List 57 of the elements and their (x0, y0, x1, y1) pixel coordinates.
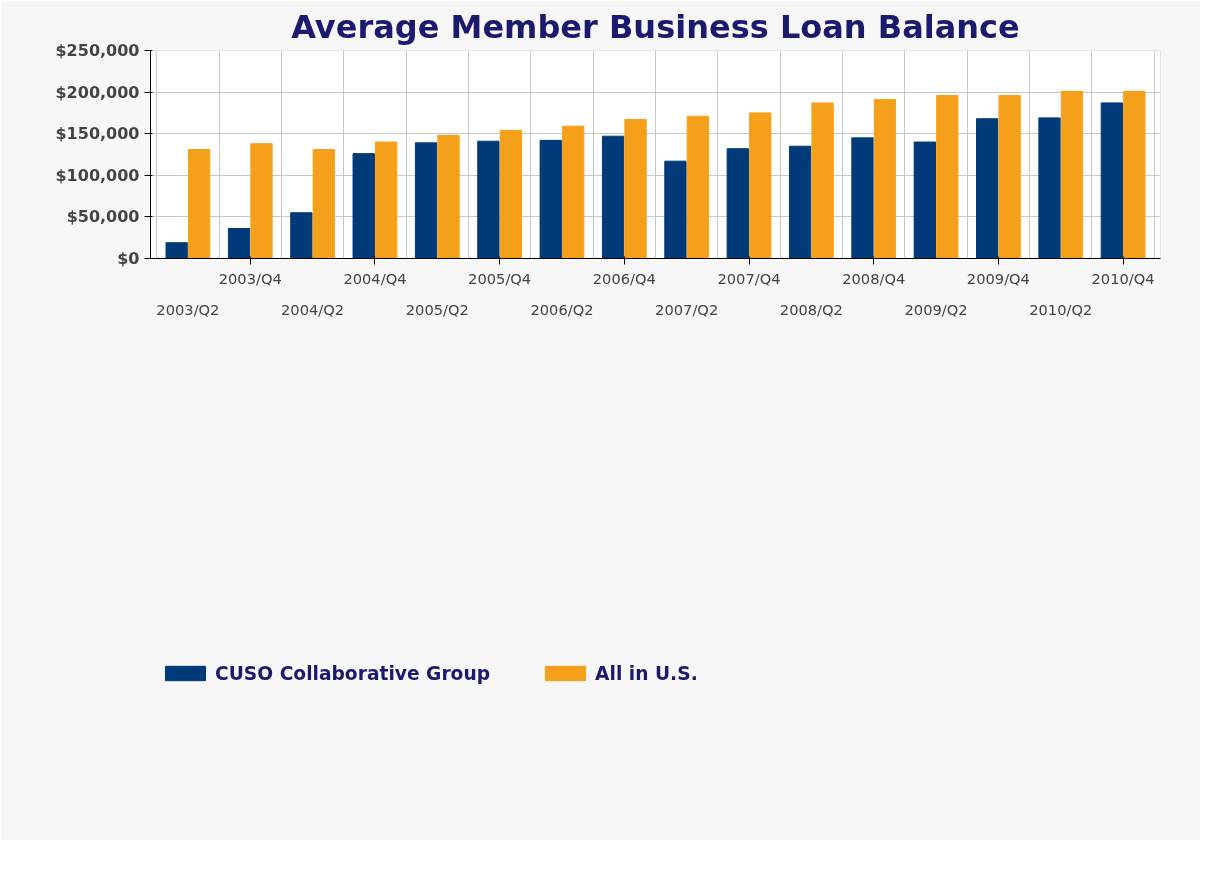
x-tick-label: 2005/Q4 (468, 269, 532, 287)
bar (686, 115, 710, 259)
bar (437, 134, 460, 259)
bar (664, 160, 687, 259)
x-tick-label: 2005/Q2 (405, 300, 469, 318)
bar (913, 141, 936, 259)
y-tick-label: $200,000 (55, 82, 140, 102)
x-tick-label: 2004/Q2 (281, 300, 345, 318)
x-tick-label: 2003/Q4 (218, 269, 282, 287)
bar (749, 112, 772, 259)
bar (539, 139, 562, 259)
y-tick-label: $50,000 (66, 207, 140, 227)
bar (477, 140, 500, 259)
legend-label: All in U.S. (595, 662, 698, 684)
bar (250, 143, 273, 259)
x-tick-label: 2008/Q2 (779, 300, 843, 318)
bar (499, 129, 523, 259)
bar (601, 135, 625, 259)
y-tick-label: $250,000 (55, 41, 140, 60)
bar (788, 145, 812, 259)
bar (1038, 117, 1061, 259)
bar (312, 149, 335, 259)
bar (187, 149, 211, 259)
x-tick-label: 2007/Q4 (717, 269, 781, 287)
bar (1123, 90, 1146, 259)
bar (851, 137, 874, 259)
bar (227, 228, 251, 259)
x-tick-label: 2009/Q4 (966, 269, 1030, 287)
bar (1060, 90, 1084, 259)
x-tick-label: 2010/Q2 (1029, 300, 1093, 318)
x-tick-label: 2004/Q4 (343, 269, 407, 287)
y-tick-label: $150,000 (55, 124, 140, 144)
y-tick-label: $0 (117, 249, 140, 268)
bar (811, 102, 834, 259)
bar (414, 142, 438, 259)
x-tick-label: 2010/Q4 (1091, 269, 1155, 287)
bar (375, 141, 398, 259)
bar (873, 99, 897, 259)
x-tick-label: 2003/Q2 (156, 300, 220, 318)
chart-title: Average Member Business Loan Balance (291, 7, 1020, 46)
bar (165, 242, 188, 259)
y-tick-label: $100,000 (55, 165, 140, 185)
x-tick-label: 2006/Q2 (530, 300, 594, 318)
x-tick-label: 2007/Q2 (655, 300, 719, 318)
x-tick-label: 2009/Q2 (904, 300, 968, 318)
bar (936, 94, 959, 259)
x-tick-label: 2008/Q4 (842, 269, 906, 287)
legend-label: CUSO Collaborative Group (215, 662, 491, 684)
bar (976, 118, 999, 259)
bar (726, 148, 749, 259)
bar (1100, 102, 1124, 259)
bar (624, 119, 647, 259)
bar (998, 94, 1021, 259)
x-tick-label: 2006/Q4 (592, 269, 656, 287)
bar (562, 125, 585, 259)
bar (290, 212, 313, 259)
bar (352, 153, 375, 259)
